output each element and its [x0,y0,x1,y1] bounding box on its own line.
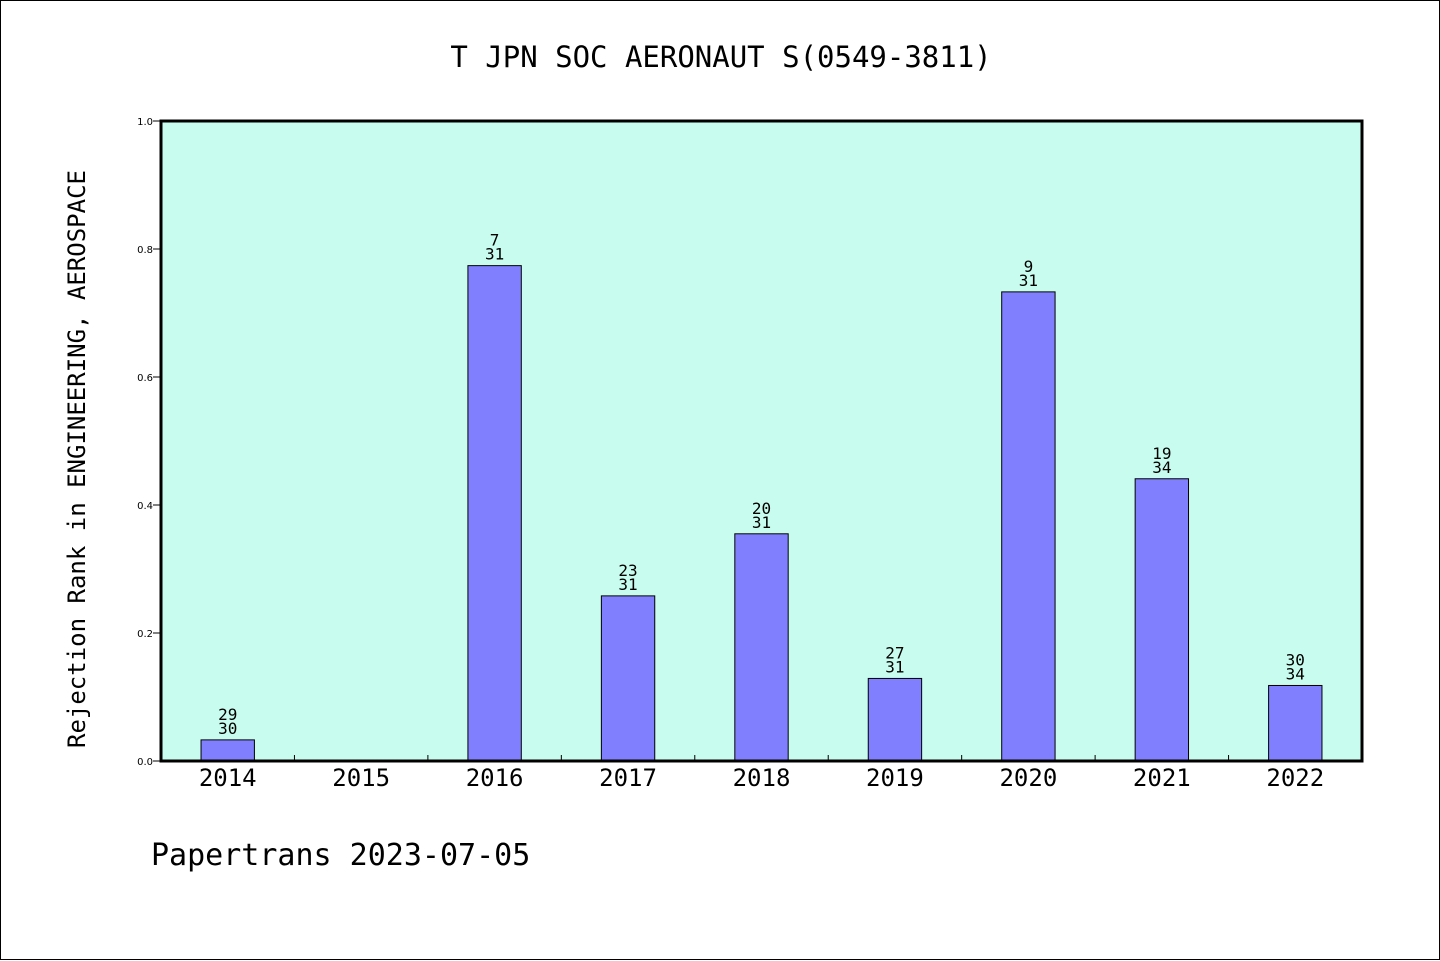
bar-rank-label: 19 [1152,444,1171,463]
x-tick-label: 2021 [1133,764,1191,792]
x-tick-label: 2018 [733,764,791,792]
bar [867,677,923,762]
y-axis-label: Rejection Rank in ENGINEERING, AEROSPACE [63,170,91,748]
chart-title: T JPN SOC AERONAUT S(0549-3811) [450,40,991,74]
y-tick-label: 0.0 [137,757,153,768]
bar-rank-label: 7 [490,231,500,250]
bar-rank-label: 27 [885,643,904,662]
bar-total-label: 31 [1019,271,1038,290]
bar [1134,478,1190,762]
x-tick-label: 2016 [466,764,524,792]
x-tick-label: 2017 [599,764,657,792]
y-tick-label: 0.6 [137,373,153,384]
bar-rank-label: 30 [1286,650,1305,669]
bar [1268,684,1323,762]
bars-group [200,265,1323,762]
y-tick-label: 0.4 [137,501,153,512]
bar [600,595,656,762]
x-tick-label: 2014 [199,764,257,792]
x-tick-label: 2015 [332,764,390,792]
bar-total-label: 31 [485,245,504,264]
x-axis: 2014 2015 2016 2017 2018 2019 2020 2021 2022 [199,755,1324,792]
y-tick-label: 0.2 [137,629,153,640]
footer-credit: Papertrans 2023-07-05 [151,838,530,873]
bar-total-label: 31 [885,657,904,676]
bar-total-label: 30 [218,719,237,738]
x-tick-label: 2020 [999,764,1057,792]
bar [1001,291,1056,762]
y-tick-label: 0.8 [137,245,153,256]
bar-rank-label: 9 [1024,257,1034,276]
bar-total-label: 34 [1286,664,1305,683]
bar-rank-label: 20 [752,499,771,518]
plot-border [159,119,1364,763]
x-tick-label: 2022 [1266,764,1324,792]
x-tick-label: 2019 [866,764,924,792]
bar-total-label: 34 [1152,458,1171,477]
bar-total-label: 31 [618,575,637,594]
bar-rank-label: 23 [618,561,637,580]
y-tick-label: 1.0 [137,117,153,128]
bar [200,739,255,762]
bar-rank-label: 29 [218,705,237,724]
bar [467,265,522,762]
bar [734,533,789,762]
y-axis: 0.0 0.2 0.4 0.6 0.8 1.0 [137,117,161,768]
bar-total-label: 31 [752,513,771,532]
